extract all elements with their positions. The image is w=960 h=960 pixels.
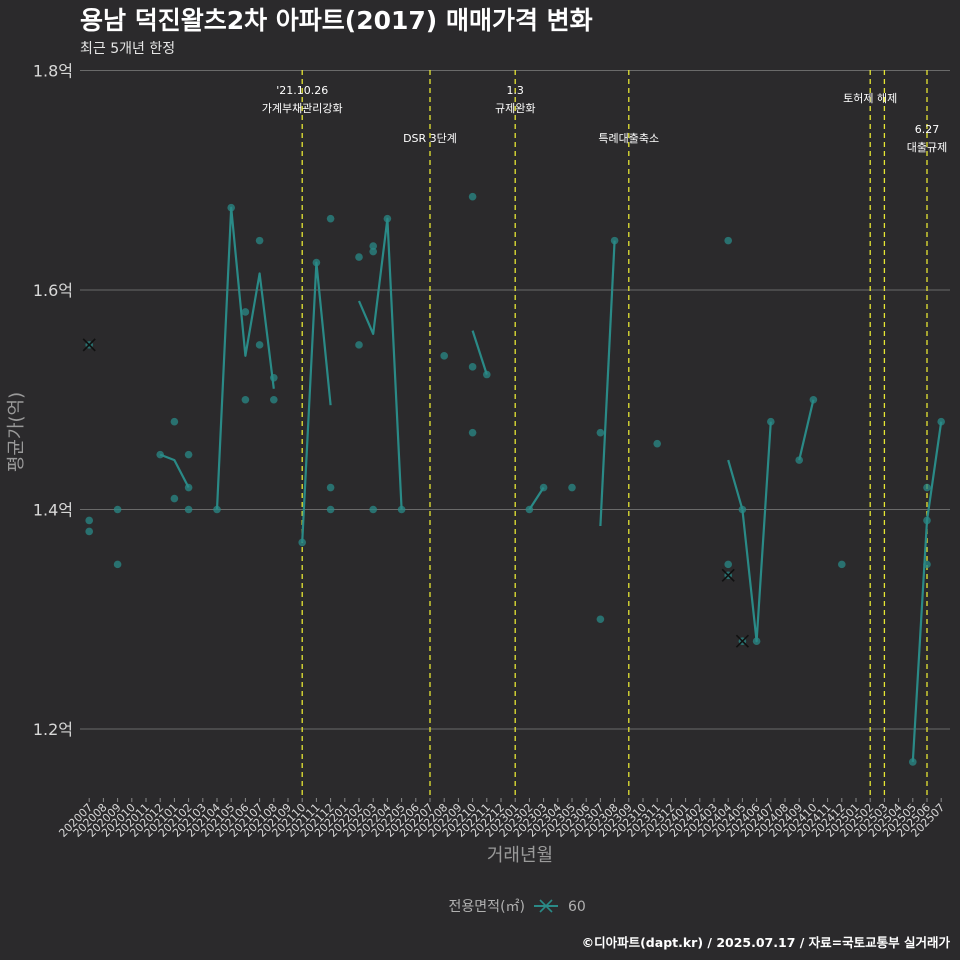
x-axis: 2020072020082020092020102020112020122021… (56, 798, 947, 840)
cross-stroke (82, 338, 96, 352)
legend-key-60 (534, 899, 558, 913)
event-label: '21.10.26 (276, 84, 328, 97)
data-point (241, 395, 250, 404)
data-point (937, 417, 945, 426)
event-label: 6.27 (915, 123, 940, 136)
cross-marker (735, 634, 749, 648)
data-point (184, 483, 193, 492)
cross-stroke (735, 634, 749, 648)
data-point (397, 505, 406, 514)
data-point (184, 450, 193, 459)
data-point (369, 242, 378, 250)
data-point (809, 395, 818, 404)
series-line-segment (471, 330, 488, 375)
data-point (923, 483, 931, 492)
data-point (227, 203, 235, 212)
data-point (795, 456, 803, 464)
data-point (653, 439, 661, 448)
data-point (270, 374, 278, 382)
data-point (85, 516, 93, 525)
data-point (383, 214, 392, 223)
event-label: 토허제 해제 (843, 91, 897, 105)
data-point (752, 637, 761, 645)
event-label: 1.3 (506, 84, 524, 97)
series-line-segment (159, 453, 190, 489)
data-point (326, 505, 335, 514)
data-point (923, 560, 931, 569)
series-line-segment (357, 217, 403, 510)
event-label: 특례대출축소 (598, 132, 659, 145)
data-point (440, 352, 449, 360)
data-point (184, 505, 193, 514)
y-tick-label: 1.8억 (33, 62, 73, 81)
data-point (170, 494, 179, 503)
data-point (355, 253, 363, 261)
event-label: 대출규제 (907, 141, 947, 154)
legend-label-60: 60 (568, 899, 586, 915)
cross-marker (82, 338, 96, 352)
data-point (326, 214, 335, 223)
data-point (298, 538, 307, 547)
data-point (369, 505, 378, 514)
cross-stroke (721, 568, 735, 582)
event-label: 가계부채관리강화 (262, 102, 343, 115)
data-point (923, 516, 931, 525)
data-point (568, 483, 576, 492)
data-point (312, 258, 321, 267)
series-line-segment (599, 240, 616, 527)
data-point (483, 370, 491, 379)
data-point (85, 527, 93, 536)
data-point (724, 236, 732, 245)
data-point (369, 247, 378, 256)
data-point (596, 615, 605, 624)
caption: ©디아파트(dapt.kr) / 2025.07.17 / 자료=국토교통부 실… (582, 935, 951, 950)
data-point (767, 417, 775, 426)
x-axis-title: 거래년월 (487, 845, 553, 866)
data-point (468, 192, 477, 201)
data-point (468, 363, 477, 371)
legend-title: 전용면적(㎡) (449, 899, 525, 915)
data-point (610, 236, 619, 245)
series-line-segment (798, 399, 815, 461)
chart-subtitle: 최근 5개년 한정 (80, 41, 175, 57)
data-point (909, 758, 917, 766)
data-point (355, 341, 363, 349)
chart-title: 용남 덕진왈츠2차 아파트(2017) 매매가격 변화 (80, 6, 593, 35)
data-point (468, 428, 477, 437)
series-line-segment (528, 486, 545, 511)
cross-marker (721, 568, 735, 582)
data-point (156, 450, 164, 459)
data-point (170, 417, 179, 426)
legend-cross (539, 899, 553, 913)
data-point (255, 236, 264, 245)
data-point (596, 428, 605, 437)
legend: 전용면적(㎡) 60 (449, 899, 586, 915)
data-point (326, 483, 335, 492)
series-line-segment (215, 206, 275, 510)
data-point (838, 560, 846, 569)
y-axis-title: 평균가(억) (6, 392, 27, 472)
series-line-segment (727, 421, 772, 643)
data-point (539, 483, 548, 492)
series-line-segment (301, 261, 332, 543)
data-point (213, 505, 221, 514)
y-tick-label: 1.4억 (33, 501, 73, 520)
event-label: 규제완화 (495, 102, 535, 115)
data-point (241, 308, 250, 316)
data-point (255, 341, 264, 349)
data-point (270, 395, 278, 404)
data-point (525, 505, 534, 514)
data-point (738, 505, 747, 514)
y-axis: 1.2억 1.4억 1.6억 1.8억 (33, 62, 73, 740)
data-point (113, 560, 122, 569)
data-point (724, 560, 732, 569)
y-tick-label: 1.2억 (33, 720, 73, 739)
series-layer (82, 192, 945, 766)
event-label: DSR 3단계 (403, 132, 457, 145)
y-tick-label: 1.6억 (33, 281, 73, 300)
data-point (113, 505, 122, 514)
